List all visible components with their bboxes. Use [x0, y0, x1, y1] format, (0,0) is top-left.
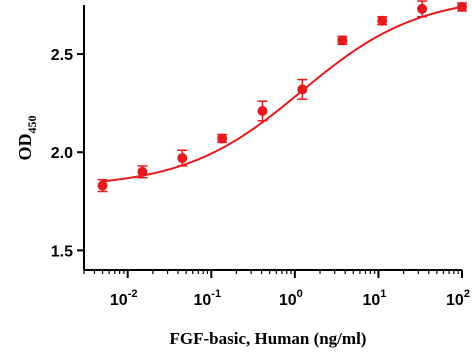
- y-tick-label: 2.5: [51, 47, 73, 64]
- data-point: [257, 100, 268, 122]
- plot-area: 1.5 2.0 2.5 10-2 10-1 100 101 102: [51, 0, 470, 309]
- data-point: [97, 178, 108, 193]
- y-axis-title-main: OD: [15, 133, 35, 160]
- x-tick-label: 10-2: [110, 288, 138, 309]
- data-point: [377, 15, 388, 26]
- data-marker: [457, 1, 467, 12]
- x-tick-label: 10-1: [193, 288, 221, 309]
- data-point: [177, 149, 188, 167]
- y-axis-ticks: 1.5 2.0 2.5: [51, 47, 84, 260]
- data-point: [457, 1, 467, 12]
- data-marker: [177, 153, 188, 164]
- data-marker: [217, 133, 228, 144]
- data-marker: [297, 84, 308, 95]
- data-point: [217, 133, 228, 144]
- fit-curve: [102, 5, 463, 183]
- data-points: [97, 0, 467, 193]
- data-marker: [337, 35, 348, 46]
- x-tick-label: 102: [446, 288, 470, 309]
- x-axis-ticks: 10-2 10-1 100 101 102: [83, 270, 470, 309]
- data-point: [337, 35, 348, 46]
- data-marker: [417, 3, 428, 14]
- x-axis-title: FGF-basic, Human (ng/ml): [170, 329, 367, 348]
- data-point: [417, 0, 428, 18]
- data-marker: [257, 106, 268, 116]
- y-axis-title-subscript: 450: [25, 116, 39, 134]
- x-tick-label: 101: [362, 288, 386, 309]
- x-tick-label: 100: [279, 288, 303, 309]
- data-point: [297, 78, 308, 100]
- data-marker: [97, 180, 108, 191]
- y-tick-label: 1.5: [51, 243, 73, 260]
- data-marker: [137, 166, 148, 177]
- data-marker: [377, 15, 388, 26]
- data-point: [137, 165, 148, 179]
- y-tick-label: 2.0: [51, 145, 73, 162]
- y-axis-title: OD450: [15, 116, 39, 161]
